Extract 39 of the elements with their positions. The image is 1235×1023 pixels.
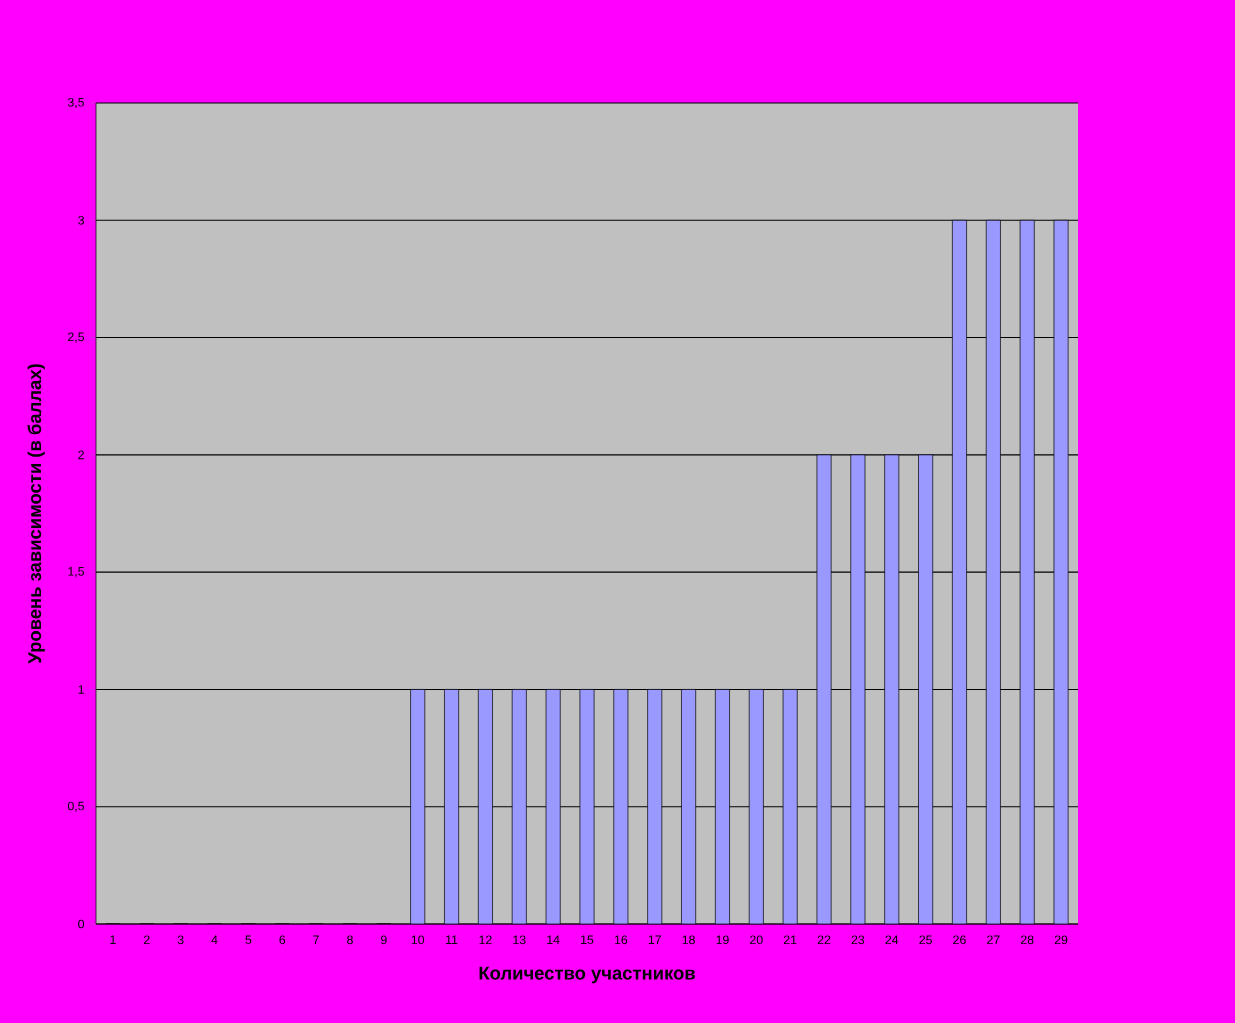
x-tick-label: 19	[716, 935, 729, 945]
x-tick-label: 24	[885, 935, 899, 945]
x-tick-label: 23	[851, 935, 865, 945]
x-tick-label: 5	[245, 935, 252, 945]
y-tick-label: 0	[78, 919, 85, 929]
x-tick-label: 12	[479, 935, 492, 945]
x-tick-label: 17	[648, 935, 661, 944]
y-tick-label: 2,5	[68, 332, 84, 343]
x-tick-label: 29	[1054, 935, 1068, 945]
x-tick-label: 26	[953, 935, 966, 945]
x-tick-label: 13	[513, 935, 526, 945]
x-tick-label: 15	[581, 935, 594, 945]
x-tick-label: 8	[347, 935, 353, 945]
x-tick-label: 16	[614, 935, 628, 945]
x-tick-label: 7	[313, 935, 319, 944]
x-tick-label: 27	[987, 935, 1000, 945]
x-tick-label: 22	[817, 935, 831, 945]
x-tick-label: 18	[682, 935, 695, 945]
y-tick-label: 2	[78, 450, 84, 460]
x-tick-label: 20	[750, 935, 763, 945]
x-tick-label: 1	[110, 935, 116, 944]
x-tick-label: 6	[279, 935, 286, 945]
x-tick-label: 10	[411, 935, 425, 945]
y-tick-label: 1	[78, 685, 84, 694]
y-axis-title: Уровень зависимости (в баллах)	[27, 364, 45, 664]
x-tick-label: 25	[919, 935, 932, 945]
y-tick-label: 0,5	[67, 801, 84, 812]
x-tick-label: 3	[177, 935, 184, 945]
y-tick-label: 1,5	[68, 567, 84, 578]
x-tick-label: 28	[1020, 935, 1034, 945]
y-tick-label: 3,5	[67, 97, 84, 109]
x-tick-label: 11	[446, 935, 458, 944]
x-tick-label: 9	[380, 935, 387, 945]
x-tick-label: 4	[211, 935, 218, 944]
x-tick-label: 2	[143, 935, 150, 945]
x-tick-label: 14	[547, 935, 560, 944]
x-axis-title: Количество участников	[479, 966, 695, 984]
x-tick-label: 21	[783, 935, 797, 945]
y-tick-label: 3	[78, 215, 84, 225]
